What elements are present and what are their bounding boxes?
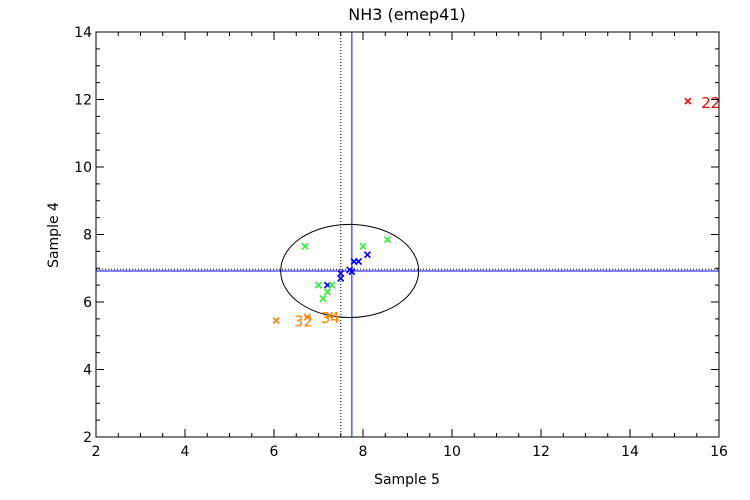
data-point-series-2-7 bbox=[383, 235, 392, 244]
y-tick-label-4: 4 bbox=[83, 363, 92, 379]
x-tick-label-12: 12 bbox=[532, 444, 550, 460]
x-axis: 2 4 6 8 10 12 14 16 bbox=[92, 32, 728, 460]
x-tick-label-2: 2 bbox=[92, 444, 101, 460]
data-point-series-2-1 bbox=[301, 242, 309, 250]
y-tick-label-2: 2 bbox=[83, 430, 92, 446]
chart-title: NH3 (emep41) bbox=[348, 5, 466, 24]
data-point-series-2-6 bbox=[359, 242, 367, 250]
data-point-series-3-1 bbox=[272, 316, 280, 325]
point-labels: 32 34 22 bbox=[294, 94, 720, 331]
y-tick-label-6: 6 bbox=[83, 295, 92, 311]
data-point-series-3-2 bbox=[303, 313, 311, 321]
series-3 bbox=[272, 311, 334, 325]
y-tick-label-8: 8 bbox=[83, 228, 92, 244]
x-tick-label-10: 10 bbox=[443, 444, 461, 460]
data-point-series-3-3 bbox=[326, 311, 334, 320]
confidence-ellipse bbox=[280, 223, 420, 319]
point-label-1: 32 bbox=[294, 313, 313, 331]
x-tick-label-8: 8 bbox=[359, 444, 368, 460]
x-axis-label: Sample 5 bbox=[374, 472, 440, 488]
y-tick-label-10: 10 bbox=[74, 160, 92, 176]
point-label-3: 22 bbox=[701, 94, 720, 112]
x-tick-label-4: 4 bbox=[181, 444, 190, 460]
y-tick-label-14: 14 bbox=[74, 25, 92, 41]
data-point-series-1-8 bbox=[363, 251, 372, 259]
y-axis: 2 4 6 8 10 12 14 bbox=[74, 25, 719, 446]
data-point-series-2-2 bbox=[314, 281, 323, 289]
data-point-series-2-4 bbox=[323, 288, 331, 296]
plot-area-frame bbox=[95, 31, 720, 438]
data-point-series-2-3 bbox=[319, 295, 327, 303]
x-tick-label-16: 16 bbox=[710, 444, 728, 460]
x-tick-label-6: 6 bbox=[270, 444, 279, 460]
data-point-series-1-3 bbox=[337, 269, 345, 277]
reference-lines bbox=[96, 32, 719, 437]
data-point-series-1-5 bbox=[348, 268, 356, 276]
ellipse-layer bbox=[280, 223, 420, 319]
series-2 bbox=[301, 235, 392, 303]
data-point-series-1-7 bbox=[354, 257, 363, 266]
point-label-2: 34 bbox=[321, 309, 340, 327]
x-tick-label-14: 14 bbox=[621, 444, 639, 460]
data-point-series-2-5 bbox=[328, 281, 336, 289]
y-axis-label: Sample 4 bbox=[46, 202, 62, 268]
series-1 bbox=[323, 251, 372, 289]
y-tick-label-12: 12 bbox=[74, 93, 92, 109]
data-points bbox=[272, 97, 692, 325]
data-point-series-4-1 bbox=[684, 97, 692, 105]
series-4 bbox=[684, 97, 692, 105]
